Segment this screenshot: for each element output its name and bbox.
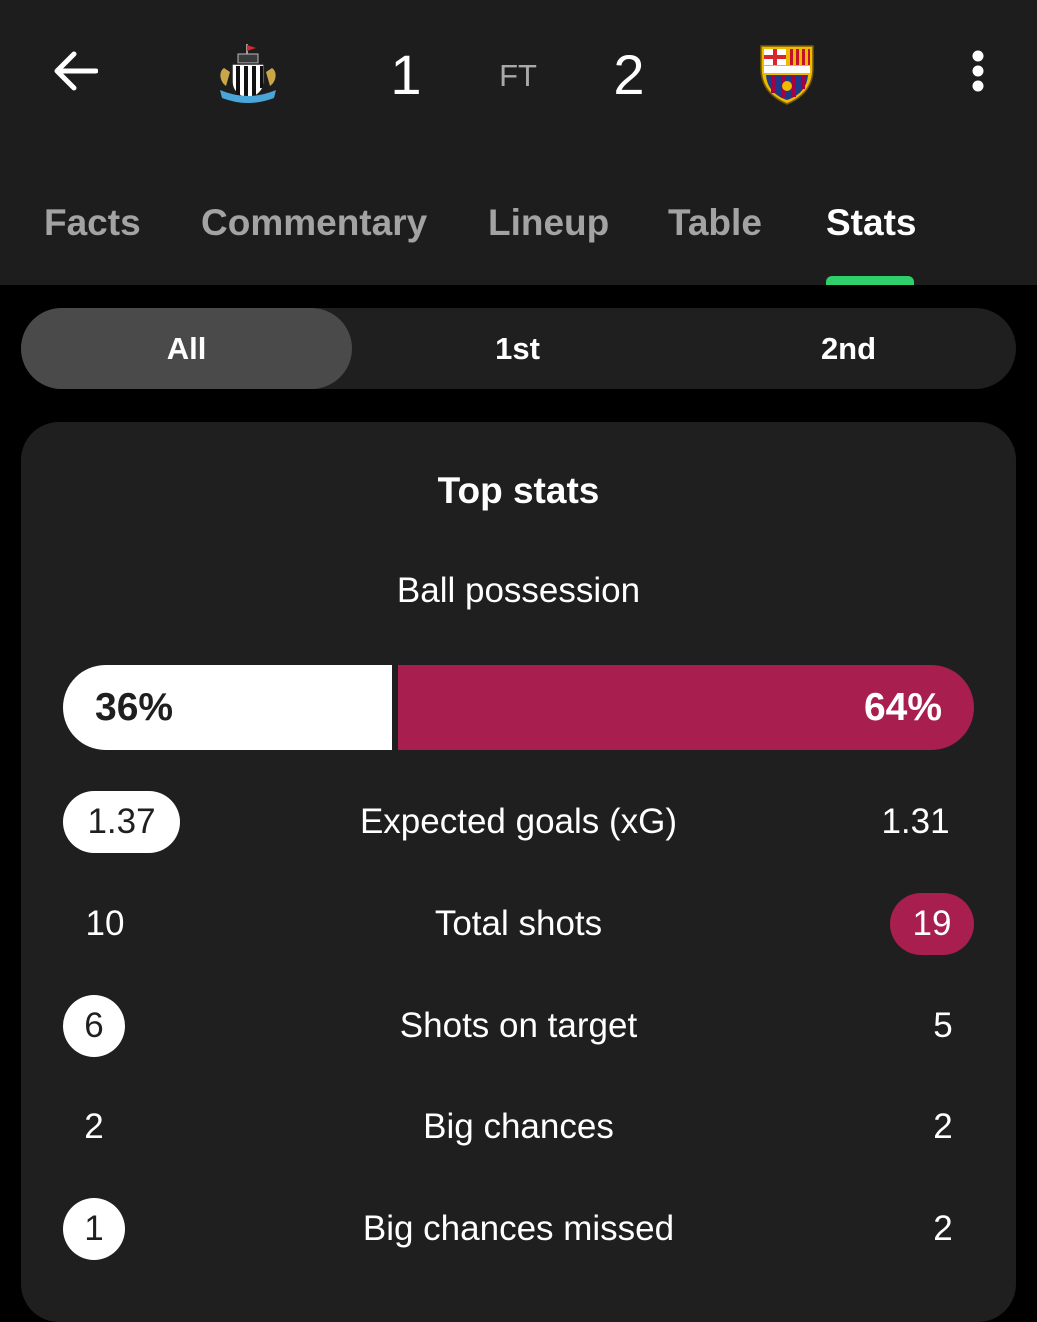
stat-label: Big chances	[423, 1107, 614, 1146]
tab-lineup[interactable]: Lineup	[488, 202, 610, 243]
period-second-half[interactable]: 2nd	[820, 330, 877, 366]
stat-home-value: 6	[63, 995, 125, 1057]
arrow-left-icon	[54, 51, 98, 91]
more-vertical-icon	[972, 50, 984, 92]
stat-row-big-chances-missed: Big chances missed 1 2	[63, 1198, 974, 1260]
home-score: 1	[390, 43, 422, 106]
stat-label: Big chances missed	[362, 1209, 675, 1248]
stat-row-big-chances: Big chances 2 2	[63, 1096, 974, 1158]
period-first-half[interactable]: 1st	[495, 330, 540, 366]
stat-home-value: 2	[84, 1107, 104, 1146]
active-tab-indicator	[826, 276, 914, 285]
stat-away-value: 19	[890, 893, 974, 955]
stat-away-value: 1.31	[881, 802, 950, 841]
card-title: Top stats	[437, 470, 600, 511]
possession-bar: 36% 64%	[63, 665, 974, 750]
possession-home: 36%	[63, 665, 392, 750]
newcastle-crest-icon[interactable]	[216, 42, 280, 108]
tab-facts[interactable]: Facts	[44, 202, 141, 243]
stat-away-value: 2	[933, 1209, 953, 1248]
tab-commentary[interactable]: Commentary	[201, 202, 428, 243]
stat-row-total-shots: Total shots 10 19	[63, 893, 974, 955]
period-all[interactable]: All	[21, 308, 352, 389]
stat-row-shots-on-target: Shots on target 6 5	[63, 995, 974, 1057]
period-switch: All 1st 2nd	[21, 308, 1016, 389]
stat-home-value: 1	[63, 1198, 125, 1260]
tab-stats[interactable]: Stats	[826, 202, 917, 243]
possession-away: 64%	[398, 665, 974, 750]
stat-label: Total shots	[434, 904, 603, 943]
possession-label: Ball possession	[396, 571, 641, 610]
stat-away-value: 5	[933, 1006, 953, 1045]
stat-label: Shots on target	[399, 1006, 638, 1045]
match-header: 1 FT 2 Facts Comm	[0, 0, 1037, 285]
stat-label: Expected goals (xG)	[359, 802, 678, 841]
match-tabs: Facts Commentary Lineup Table Stats	[0, 190, 1037, 285]
stat-row-xg: Expected goals (xG) 1.37 1.31	[63, 791, 974, 853]
match-status: FT	[499, 58, 537, 93]
top-stats-card: Top stats Ball possession 36% 64% Expect…	[21, 422, 1016, 1322]
stat-home-value: 1.37	[63, 791, 180, 853]
barcelona-crest-icon[interactable]	[757, 42, 821, 108]
stat-home-value: 10	[85, 904, 125, 943]
more-options-button[interactable]	[955, 44, 1001, 98]
back-button[interactable]	[48, 44, 102, 98]
away-score: 2	[613, 43, 645, 106]
tab-table[interactable]: Table	[668, 202, 762, 243]
stat-away-value: 2	[933, 1107, 953, 1146]
